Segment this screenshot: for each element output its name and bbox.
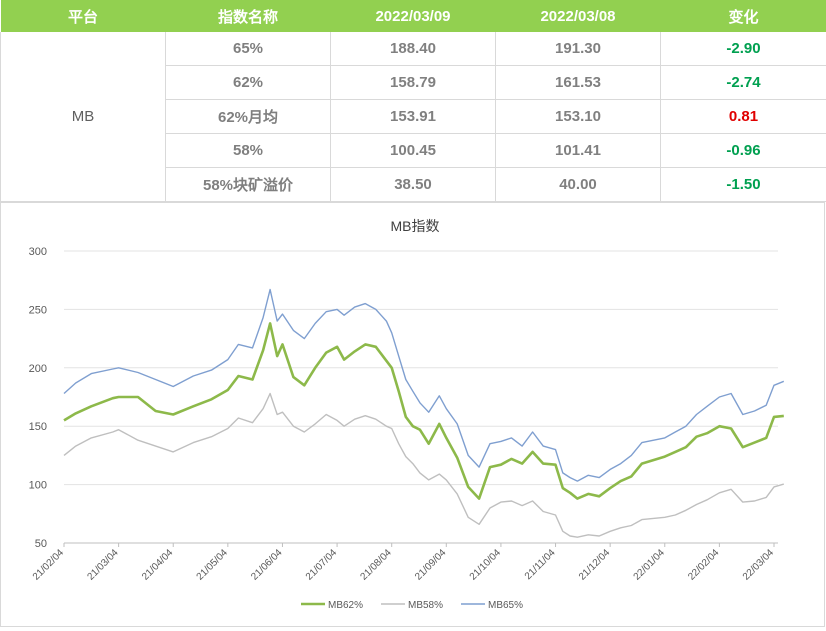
change-cell: 0.81 [661,100,826,134]
x-tick-label: 22/03/04 [741,547,777,583]
value-previous-cell: 101.41 [496,134,661,168]
header-date-current: 2022/03/09 [331,0,496,32]
x-tick-label: 21/11/04 [523,547,558,582]
value-previous-cell: 161.53 [496,66,661,100]
change-cell: -2.74 [661,66,826,100]
y-tick-label: 50 [35,538,47,550]
value-current-cell: 153.91 [331,100,496,134]
x-tick-label: 21/08/04 [359,547,395,583]
index-name-cell: 62%月均 [166,100,331,134]
header-date-previous: 2022/03/08 [496,0,661,32]
chart-title: MB指数 [391,218,440,234]
table-row: MB 65% 188.40 191.30 -2.90 [1,32,826,66]
value-previous-cell: 153.10 [496,100,661,134]
y-tick-label: 150 [29,421,47,433]
index-name-cell: 58% [166,134,331,168]
chart-legend: MB62% MB58% MB65% [301,600,523,611]
platform-cell: MB [1,32,166,202]
x-tick-label: 21/05/04 [195,547,231,583]
y-tick-label: 200 [29,363,47,375]
legend-label: MB65% [488,600,523,611]
x-axis: 21/02/04 21/03/04 21/04/04 21/05/04 21/06/04… [31,543,777,583]
y-axis-ticks: 50 100 150 200 250 300 [29,246,47,550]
value-current-cell: 158.79 [331,66,496,100]
x-tick-label: 21/04/04 [140,547,176,583]
price-table: 平台 指数名称 2022/03/09 2022/03/08 变化 MB 65% … [0,0,826,202]
y-gridlines [64,251,778,543]
legend-label: MB58% [408,600,443,611]
index-name-cell: 65% [166,32,331,66]
index-name-cell: 62% [166,66,331,100]
x-tick-label: 21/10/04 [468,547,504,583]
value-current-cell: 100.45 [331,134,496,168]
y-tick-label: 250 [29,304,47,316]
y-tick-label: 100 [29,480,47,492]
change-cell: -2.90 [661,32,826,66]
x-tick-label: 22/02/04 [686,547,722,583]
series-line-mb62 [64,323,784,498]
table-header-row: 平台 指数名称 2022/03/09 2022/03/08 变化 [1,0,826,32]
x-tick-label: 21/03/04 [85,547,121,583]
value-previous-cell: 40.00 [496,168,661,202]
value-current-cell: 38.50 [331,168,496,202]
series-lines [64,290,784,538]
legend-label: MB62% [328,600,363,611]
y-tick-label: 300 [29,246,47,258]
x-tick-label: 22/01/04 [632,547,668,583]
header-index-name: 指数名称 [166,0,331,32]
x-tick-label: 21/09/04 [413,547,449,583]
x-tick-label: 21/12/04 [577,547,613,583]
x-tick-label: 21/02/04 [31,547,67,583]
x-tick-label: 21/07/04 [304,547,340,583]
value-previous-cell: 191.30 [496,32,661,66]
index-name-cell: 58%块矿溢价 [166,168,331,202]
x-tick-label: 21/06/04 [249,547,285,583]
change-cell: -0.96 [661,134,826,168]
change-cell: -1.50 [661,168,826,202]
value-current-cell: 188.40 [331,32,496,66]
header-change: 变化 [661,0,826,32]
header-platform: 平台 [1,0,166,32]
